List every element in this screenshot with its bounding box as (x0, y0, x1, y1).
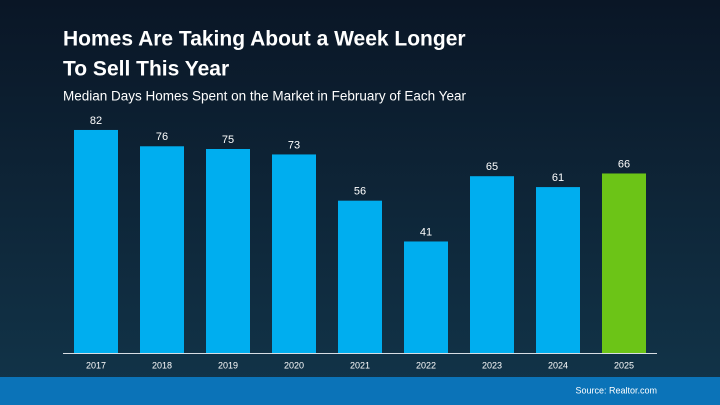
bar (272, 154, 316, 353)
value-label: 41 (420, 226, 432, 238)
source: Source: Realtor.com (575, 385, 657, 395)
value-label: 65 (486, 161, 498, 173)
x-tick-label: 2023 (482, 360, 502, 370)
chart-title: To Sell This Year (63, 58, 229, 81)
footer-band (0, 377, 720, 405)
x-tick-label: 2025 (614, 360, 634, 370)
bar (536, 187, 580, 353)
x-tick-label: 2024 (548, 360, 568, 370)
value-label: 73 (288, 139, 300, 151)
bar (74, 129, 118, 353)
value-label: 61 (552, 172, 564, 184)
bar (206, 149, 250, 353)
x-tick-label: 2021 (350, 360, 370, 370)
x-tick-label: 2022 (416, 360, 436, 370)
value-label: 76 (156, 131, 168, 143)
bar (404, 241, 448, 353)
x-tick-label: 2020 (284, 360, 304, 370)
value-label: 82 (90, 115, 102, 127)
chart-subtitle: Median Days Homes Spent on the Market in… (63, 89, 466, 104)
chart-title: Homes Are Taking About a Week Longer (63, 28, 466, 51)
value-label: 75 (222, 134, 234, 146)
value-label: 56 (354, 186, 366, 198)
bar (470, 176, 514, 353)
bar (338, 200, 382, 353)
bar (140, 146, 184, 353)
bar (602, 173, 646, 353)
value-label: 66 (618, 158, 630, 170)
x-tick-label: 2019 (218, 360, 238, 370)
x-tick-label: 2018 (152, 360, 172, 370)
x-tick-label: 2017 (86, 360, 106, 370)
